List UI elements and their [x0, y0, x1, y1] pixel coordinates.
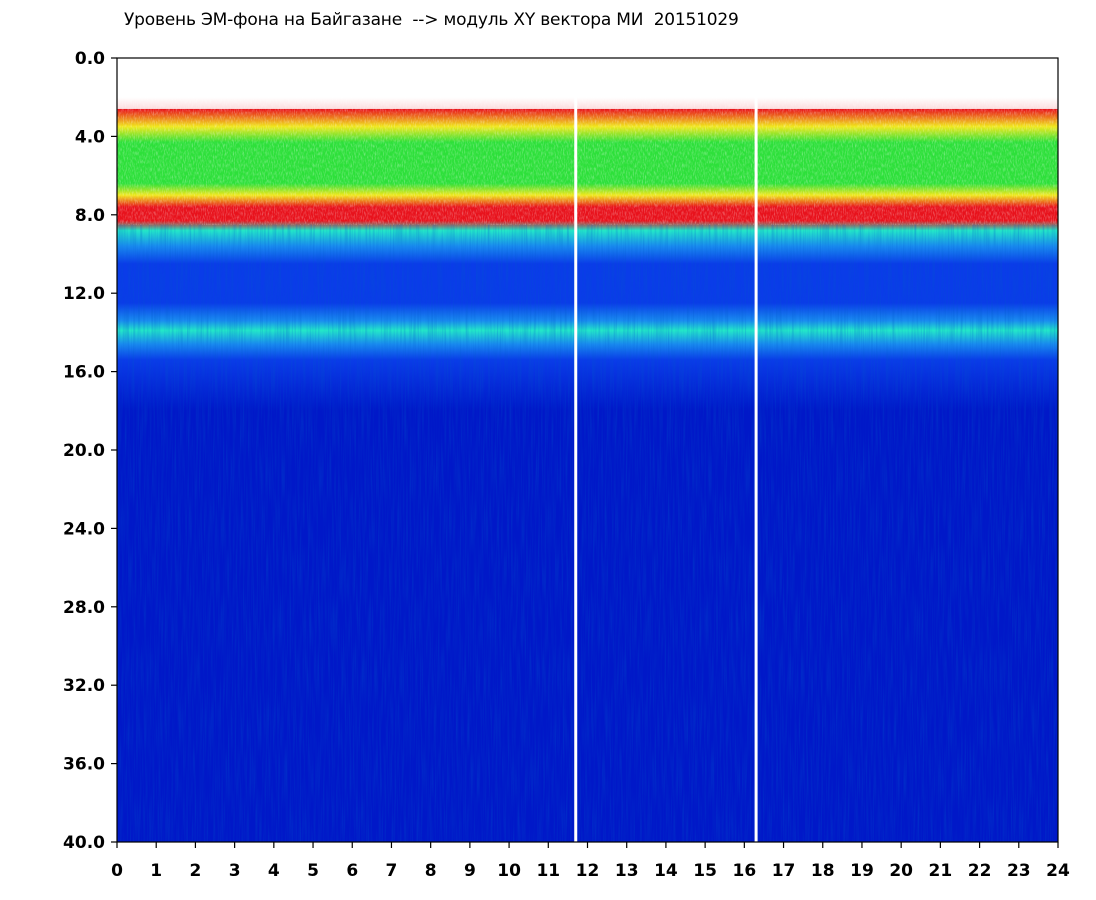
y-tick-label: 24.0: [63, 519, 105, 539]
y-tick-label: 8.0: [75, 206, 105, 226]
x-tick-label: 0: [111, 861, 123, 881]
x-tick-label: 6: [346, 861, 358, 881]
y-tick-label: 40.0: [63, 833, 105, 853]
x-tick-label: 3: [229, 861, 241, 881]
y-tick-label: 12.0: [63, 284, 105, 304]
x-tick-label: 16: [732, 861, 756, 881]
y-tick-label: 32.0: [63, 676, 105, 696]
y-tick-label: 16.0: [63, 363, 105, 383]
x-tick-label: 18: [811, 861, 835, 881]
y-tick-label: 0.0: [75, 49, 105, 69]
x-tick-label: 9: [464, 861, 476, 881]
y-tick-label: 36.0: [63, 755, 105, 775]
x-tick-label: 24: [1046, 861, 1070, 881]
x-tick-label: 20: [889, 861, 913, 881]
x-tick-label: 22: [968, 861, 992, 881]
x-tick-label: 19: [850, 861, 874, 881]
x-tick-label: 11: [536, 861, 560, 881]
x-tick-label: 21: [929, 861, 953, 881]
data-gap-1: [754, 97, 758, 842]
y-tick-label: 20.0: [63, 441, 105, 461]
y-tick-label: 4.0: [75, 127, 105, 147]
x-tick-label: 4: [268, 861, 280, 881]
x-tick-label: 1: [150, 861, 162, 881]
y-axis: 0.0 4.0 8.0 12.0 16.0 20.0 24.0 28.0 32.0 36.0 40.…: [63, 49, 117, 853]
speckle-overlay: [117, 93, 1058, 225]
x-tick-label: 17: [772, 861, 796, 881]
x-tick-label: 10: [497, 861, 521, 881]
x-tick-label: 2: [189, 861, 201, 881]
data-gap-0: [574, 97, 578, 842]
x-tick-label: 14: [654, 861, 678, 881]
x-tick-label: 5: [307, 861, 319, 881]
x-tick-label: 7: [386, 861, 398, 881]
x-tick-label: 12: [576, 861, 600, 881]
x-tick-label: 8: [425, 861, 437, 881]
y-tick-label: 28.0: [63, 598, 105, 618]
x-axis: 0 1 2 3 4 5 6 7 8 9 10 11 12 13 14 15 16 17 18 19 20 21 22 23 24: [111, 842, 1070, 881]
x-tick-label: 15: [693, 861, 717, 881]
chart-title: Уровень ЭМ-фона на Байгазане --> модуль …: [124, 10, 739, 30]
x-tick-label: 23: [1007, 861, 1031, 881]
streak-overlay: [117, 224, 1058, 842]
x-tick-label: 13: [615, 861, 639, 881]
heatmap-plot-area: [117, 58, 1058, 842]
